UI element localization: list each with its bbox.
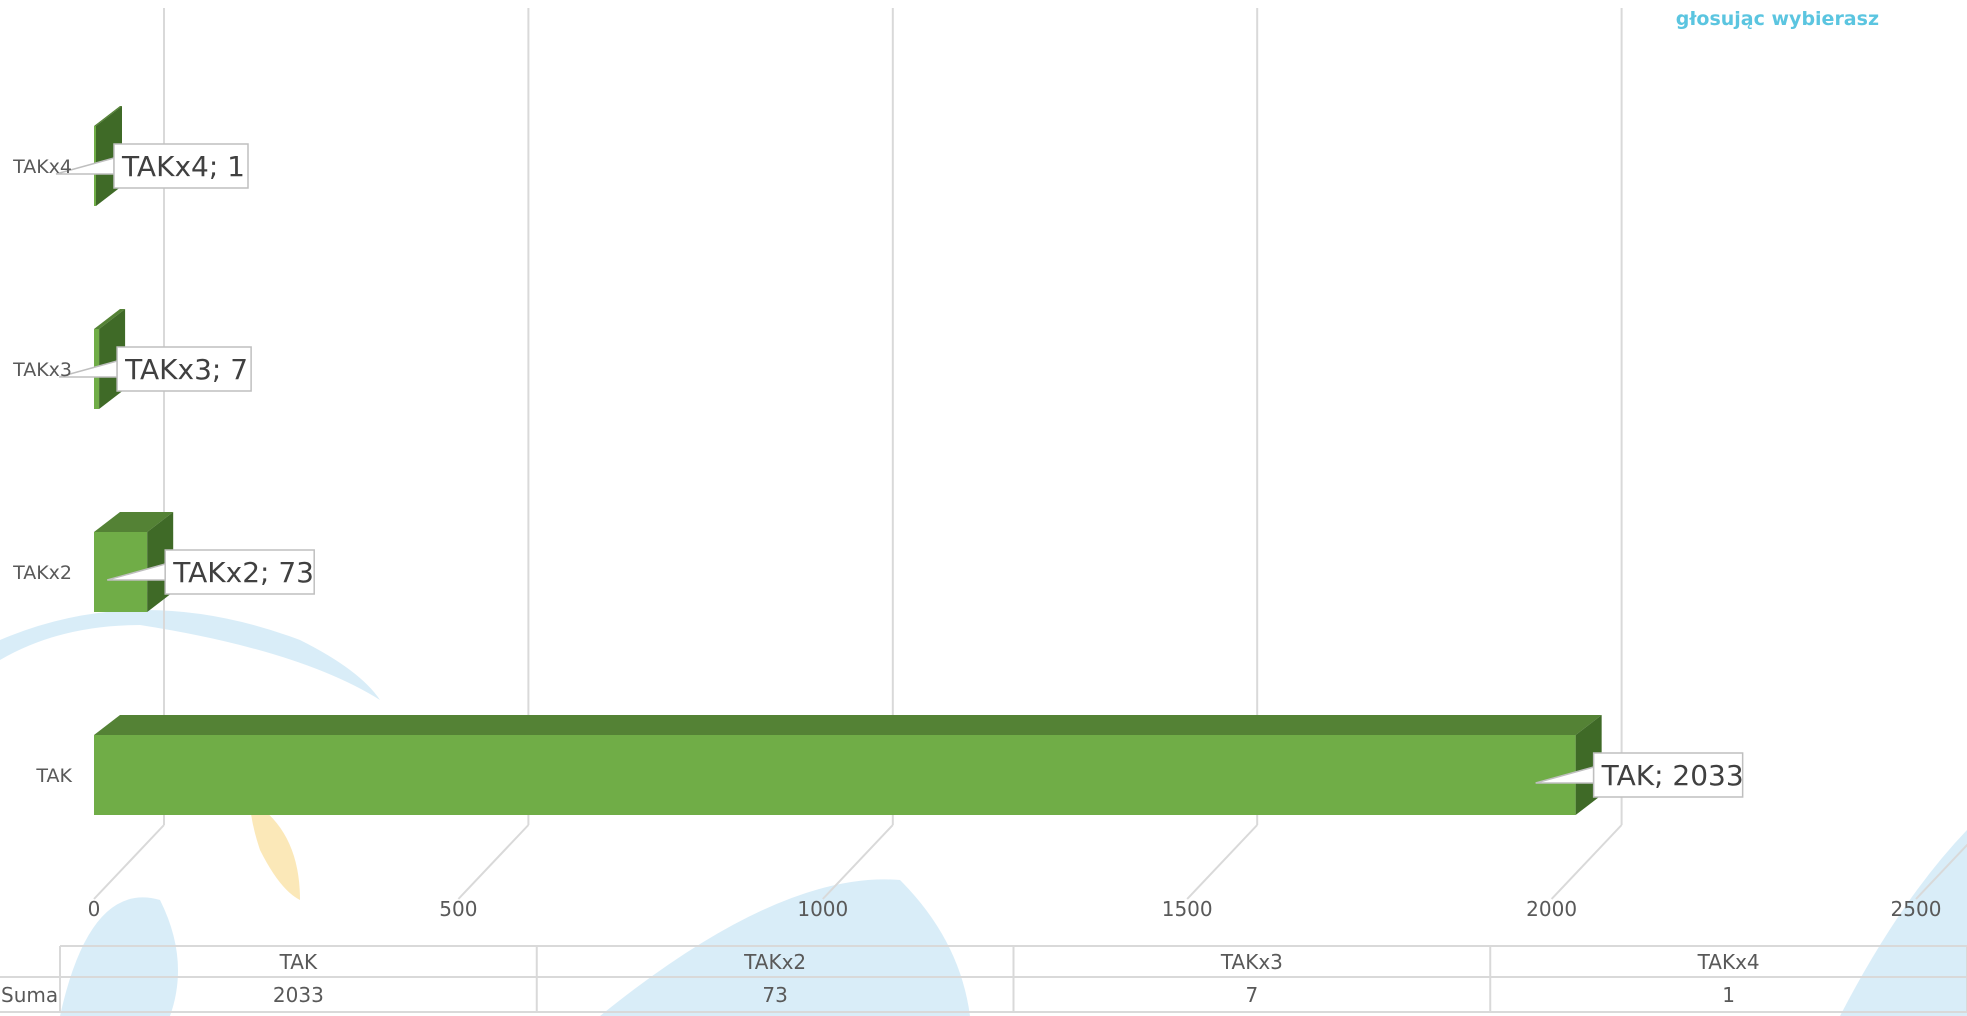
data-label-TAKx4: TAKx4; 1: [121, 150, 245, 183]
chart-gridlines: [93, 8, 1967, 900]
category-label-TAKx4: TAKx4: [12, 156, 72, 178]
table-col-header-TAK: TAK: [279, 950, 318, 974]
x-tick-label-0: 0: [88, 897, 101, 921]
data-label-box-TAKx2: [164, 549, 315, 595]
bar-TAK: [94, 735, 1576, 815]
gridline-floor-1000: [822, 824, 894, 900]
category-label-TAKx2: TAKx2: [12, 562, 72, 584]
table-cell-TAK: 2033: [273, 983, 324, 1007]
watermark-wave-left: [60, 897, 178, 1016]
category-label-TAKx3: TAKx3: [12, 359, 72, 381]
data-label-box-TAK: [1592, 752, 1744, 798]
x-tick-label-1000: 1000: [797, 897, 848, 921]
data-label-TAK: TAK; 2033: [1601, 759, 1744, 792]
gridline-floor-2000: [1550, 824, 1623, 900]
brand-tagline: głosując wybierasz: [1675, 8, 1879, 30]
watermark-logo: [0, 610, 1967, 1016]
x-tick-label-2000: 2000: [1526, 897, 1577, 921]
table-col-header-TAKx4: TAKx4: [1697, 950, 1760, 974]
chart-category-labels: TAK TAKx2 TAKx3 TAKx4: [12, 156, 72, 787]
bar-top-TAK: [94, 715, 1602, 735]
gridline-floor-1500: [1186, 824, 1258, 900]
table-col-header-TAKx2: TAKx2: [743, 950, 806, 974]
table-cell-TAKx4: 1: [1722, 983, 1735, 1007]
chart-x-tick-labels: 0 500 1000 1500 2000 2500: [88, 897, 1942, 921]
bar-top-TAKx4: [94, 106, 122, 126]
data-label-box-TAKx4: [113, 143, 249, 189]
table-col-header-TAKx3: TAKx3: [1220, 950, 1283, 974]
gridline-floor-0: [93, 824, 165, 900]
table-row-header: Suma: [1, 983, 58, 1007]
watermark-arc: [0, 610, 380, 700]
data-label-TAKx2: TAKx2; 73: [172, 556, 314, 589]
x-tick-label-1500: 1500: [1162, 897, 1213, 921]
chart-data-table: Suma TAK 2033 TAKx2 73 TAKx3 7 TAKx4 1: [0, 945, 1967, 1013]
data-label-box-TAKx3: [116, 346, 252, 392]
gridline-floor-500: [457, 824, 530, 900]
x-tick-label-500: 500: [439, 897, 477, 921]
bar-top-TAKx3: [94, 309, 126, 329]
bar-top-TAKx2: [94, 512, 174, 532]
chart-data-labels: TAK; 2033 TAKx2; 73 TAKx3; 7 TAKx4; 1: [55, 143, 1744, 798]
watermark-sun: [250, 800, 300, 900]
category-label-TAK: TAK: [35, 765, 72, 787]
watermark-wave-center: [600, 879, 970, 1016]
chart-bars: [94, 106, 1602, 815]
table-cell-TAKx3: 7: [1246, 983, 1259, 1007]
x-tick-label-2500: 2500: [1891, 897, 1942, 921]
watermark-wave-right: [1840, 830, 1967, 1016]
table-cell-TAKx2: 73: [762, 983, 787, 1007]
gridline-floor-2500: [1915, 843, 1967, 900]
data-label-TAKx3: TAKx3; 7: [124, 353, 248, 386]
